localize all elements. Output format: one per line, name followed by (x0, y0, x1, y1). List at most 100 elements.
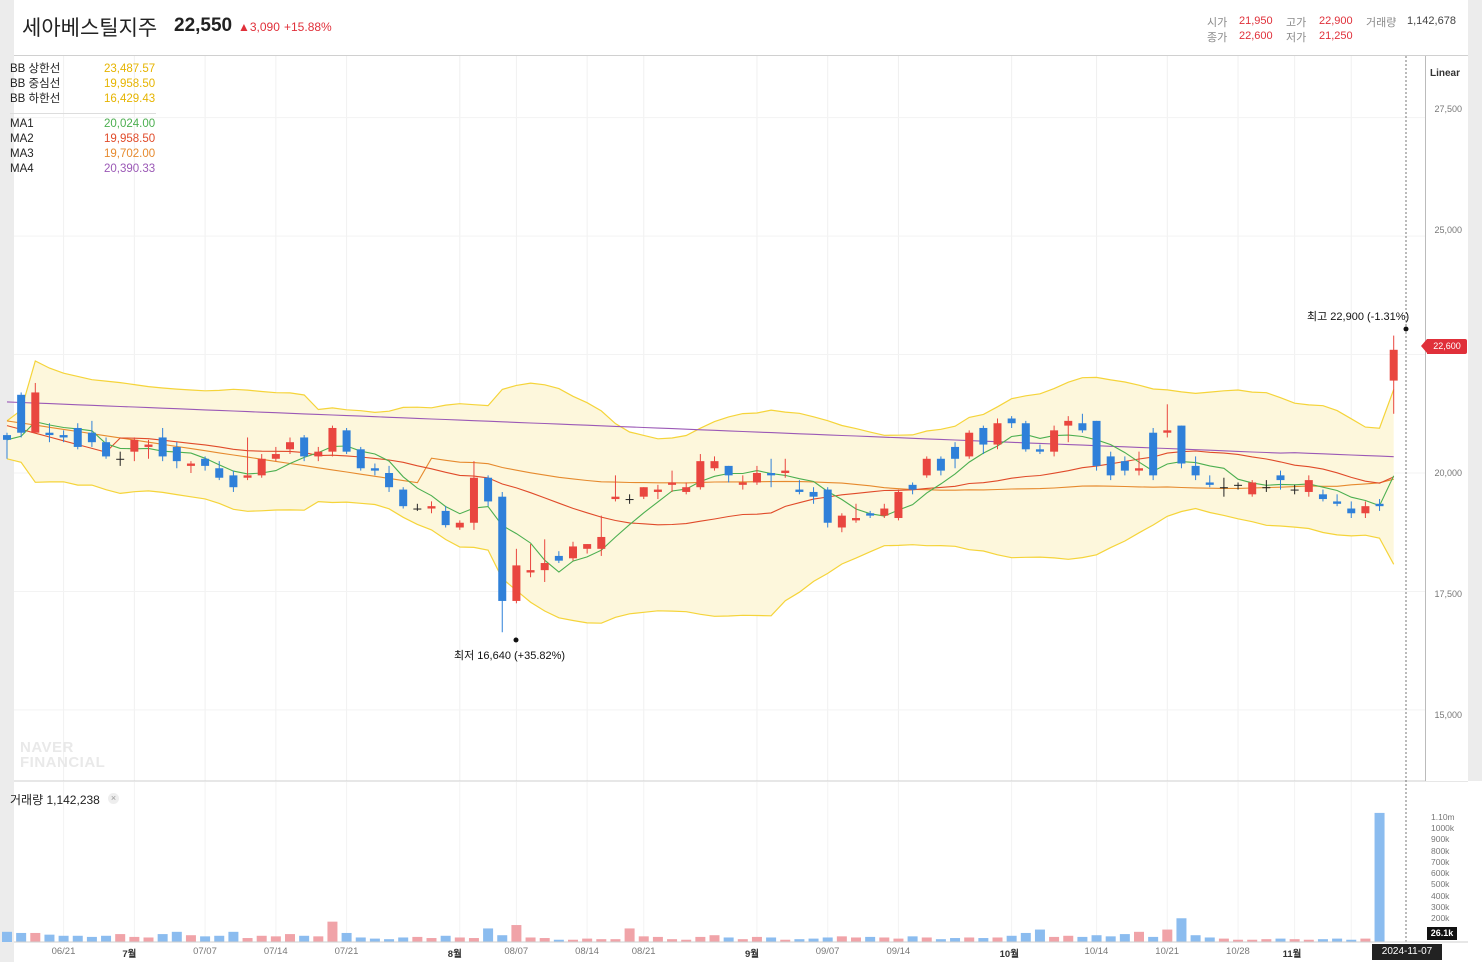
stock-name: 세아베스틸지주 (22, 17, 158, 40)
high-value: 22,900 (1319, 15, 1353, 27)
candle (682, 482, 691, 495)
volume-bar (1134, 931, 1144, 942)
x-tick: 9월 (744, 949, 759, 960)
volume-bar (355, 937, 366, 942)
volume-bar (1261, 939, 1272, 942)
volume-bar (652, 936, 663, 942)
volume-bar (638, 936, 649, 942)
volume-value: 1,142,678 (1407, 15, 1456, 27)
volume-bar (200, 936, 211, 942)
volume-bar (1204, 937, 1215, 942)
high-marker (1403, 326, 1409, 332)
volume-tick: 400k (1431, 890, 1450, 901)
y-tick: 25,000 (1434, 225, 1462, 235)
candle (1389, 335, 1398, 414)
candle (639, 487, 648, 500)
x-tick: 08/07 (504, 946, 529, 957)
candle (427, 501, 436, 514)
legend-ma4[interactable]: MA4 20,390.33 (10, 163, 156, 175)
candle (1007, 416, 1016, 428)
candle (1347, 501, 1356, 519)
volume-bar (511, 925, 522, 942)
legend-ma2[interactable]: MA2 19,958.50 (10, 133, 156, 145)
volume-bar (978, 938, 989, 942)
high-annotation: 최고 22,900 (-1.31%) (1307, 311, 1410, 323)
x-tick: 8월 (447, 949, 462, 960)
x-tick: 08/21 (631, 946, 656, 957)
price-change-pct: +15.88% (284, 20, 332, 34)
volume-bar (327, 921, 338, 942)
bb-upper-line (6, 360, 1395, 440)
candle (724, 465, 733, 483)
candle (484, 475, 493, 507)
candle (894, 489, 903, 521)
volume-series (2, 812, 1385, 942)
candle (809, 487, 818, 504)
legend-bb-mid[interactable]: BB 중심선 19,958.50 (10, 78, 156, 90)
volume-bar (440, 935, 451, 942)
candle (1177, 425, 1186, 469)
volume-bar (737, 939, 748, 942)
candle (130, 437, 139, 462)
volume-bar (30, 932, 41, 942)
candle (1149, 427, 1158, 481)
candle (102, 437, 111, 459)
volume-bar (1119, 934, 1130, 942)
volume-bar (681, 939, 692, 942)
volume-bar (822, 937, 833, 942)
candle (1064, 416, 1073, 443)
scale-mode-toggle[interactable]: Linear (1430, 68, 1461, 79)
candle (1248, 480, 1257, 497)
candle (59, 430, 68, 443)
candle (1276, 470, 1285, 490)
x-tick: 08/14 (575, 946, 599, 957)
candle (1290, 484, 1299, 495)
candle (781, 458, 790, 478)
low-label: 저가 (1286, 32, 1307, 44)
volume-tick: 500k (1431, 879, 1450, 890)
candle (569, 541, 577, 561)
candle (936, 456, 945, 476)
volume-bar (72, 935, 83, 942)
volume-bar (1162, 929, 1173, 942)
candle (87, 420, 96, 447)
volume-tick: 1000k (1431, 822, 1455, 833)
volume-bar (454, 937, 465, 942)
volume-bar (285, 934, 295, 942)
legend-ma3[interactable]: MA3 19,702.00 (10, 148, 156, 160)
close-icon[interactable]: × (108, 793, 119, 804)
volume-bar (1233, 939, 1244, 942)
candle (979, 425, 988, 455)
candle (611, 475, 620, 502)
candle (158, 427, 167, 462)
volume-bar (44, 934, 55, 942)
volume-bar (808, 938, 819, 942)
volume-bar (1360, 938, 1371, 942)
candle (144, 439, 153, 459)
volume-bar (384, 939, 395, 942)
volume-bar (129, 936, 140, 942)
legend-bb-lower[interactable]: BB 하한선 16,429.43 (10, 93, 156, 105)
volume-bar (228, 931, 239, 942)
volume-bar (1148, 936, 1159, 942)
legend-ma1[interactable]: MA1 20,024.00 (10, 118, 156, 130)
bb-lower-line (6, 458, 1395, 624)
volume-bar (1275, 938, 1286, 942)
candle (625, 494, 634, 504)
candle (3, 432, 11, 459)
candle (696, 454, 705, 490)
volume-bar (723, 937, 734, 942)
candle (73, 423, 82, 450)
x-tick: 07/21 (334, 946, 359, 957)
candle (823, 487, 832, 528)
candle (1021, 420, 1030, 452)
legend-bb-upper[interactable]: BB 상한선 23,487.57 (10, 63, 156, 75)
volume-bar (935, 939, 946, 942)
candle (498, 491, 507, 633)
volume-bar (1105, 936, 1116, 942)
x-tick: 10/21 (1155, 946, 1180, 957)
price-axis[interactable]: 27,500 25,000 20,000 17,500 15,000 (1425, 56, 1468, 781)
open-label: 시가 (1207, 17, 1228, 29)
